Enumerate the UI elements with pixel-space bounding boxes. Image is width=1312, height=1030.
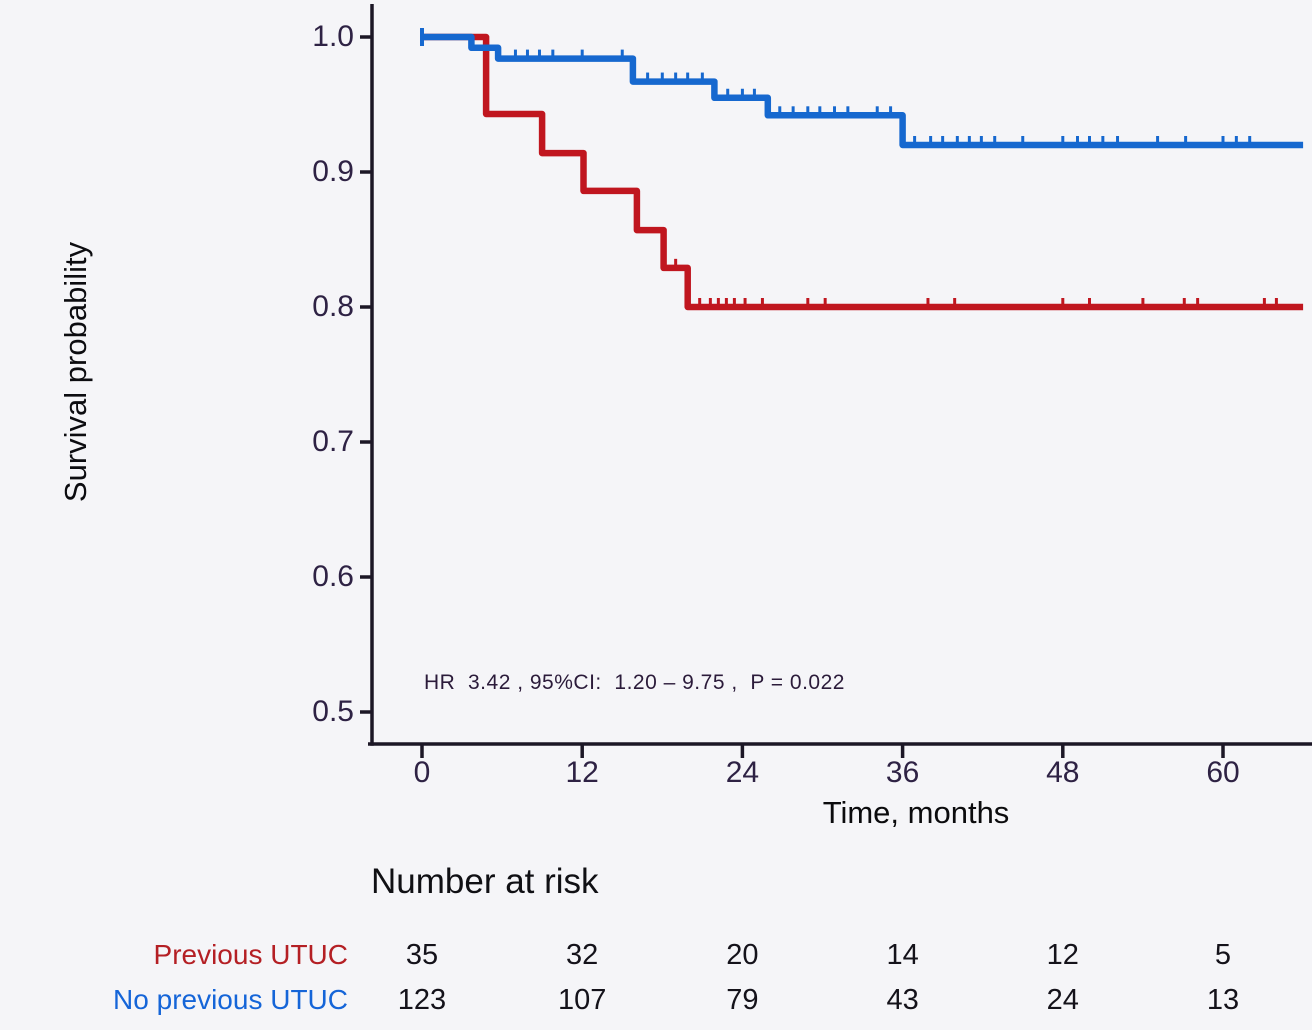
risk-row-label-no-previous-utuc: No previous UTUC: [113, 984, 348, 1015]
y-tick-label: 0.5: [312, 695, 354, 728]
y-axis-title: Survival probability: [58, 241, 93, 503]
y-tick-label: 0.9: [312, 155, 354, 188]
risk-count: 123: [397, 984, 447, 1016]
km-plot-canvas: [360, 4, 1312, 758]
y-tick-label: 0.6: [312, 560, 354, 593]
km-curve-no-previous-utuc: [422, 33, 1304, 149]
risk-count: 35: [405, 939, 439, 971]
risk-count: 12: [1046, 939, 1079, 971]
x-tick-label: 60: [1206, 756, 1240, 789]
risk-table-title: Number at risk: [371, 862, 599, 901]
y-tick-label: 0.7: [312, 425, 354, 458]
risk-count: 13: [1206, 984, 1240, 1016]
hazard-ratio-annotation: HR 3.42 , 95%CI: 1.20 – 9.75 , P = 0.022: [424, 671, 845, 694]
x-tick-label: 0: [413, 756, 431, 789]
risk-count: 32: [566, 939, 599, 971]
risk-count: 107: [557, 984, 607, 1016]
x-tick-label: 24: [725, 756, 760, 789]
y-tick-label: 1.0: [312, 20, 354, 53]
risk-count: 79: [726, 984, 759, 1016]
risk-count: 5: [1214, 939, 1232, 971]
x-axis-title: Time, months: [822, 795, 1010, 830]
x-tick-label: 48: [1046, 756, 1080, 789]
risk-count: 24: [1046, 984, 1079, 1016]
risk-row-label-previous-utuc: Previous UTUC: [153, 939, 348, 970]
risk-count: 14: [886, 939, 919, 971]
x-tick-label: 12: [565, 756, 599, 789]
km-curve-previous-utuc: [422, 33, 1304, 311]
x-tick-label: 36: [885, 756, 920, 789]
risk-count: 43: [886, 984, 919, 1016]
risk-count: 20: [726, 939, 759, 971]
y-tick-label: 0.8: [312, 290, 354, 323]
